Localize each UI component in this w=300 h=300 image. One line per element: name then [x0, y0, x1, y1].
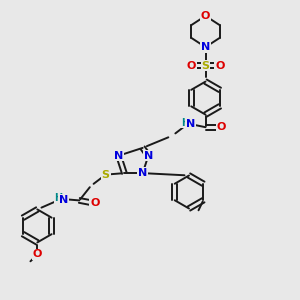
- Text: O: O: [201, 11, 210, 21]
- Text: H: H: [54, 193, 62, 203]
- Text: S: S: [102, 169, 110, 180]
- Text: O: O: [215, 61, 225, 71]
- Text: O: O: [216, 122, 226, 132]
- Text: O: O: [186, 61, 196, 71]
- Text: N: N: [114, 151, 123, 161]
- Text: N: N: [144, 151, 153, 161]
- Text: N: N: [59, 195, 68, 205]
- Text: O: O: [33, 249, 42, 260]
- Text: H: H: [181, 118, 189, 128]
- Text: O: O: [90, 198, 100, 208]
- Text: N: N: [186, 119, 195, 129]
- Text: N: N: [201, 42, 210, 52]
- Text: S: S: [202, 61, 209, 71]
- Text: N: N: [138, 168, 147, 178]
